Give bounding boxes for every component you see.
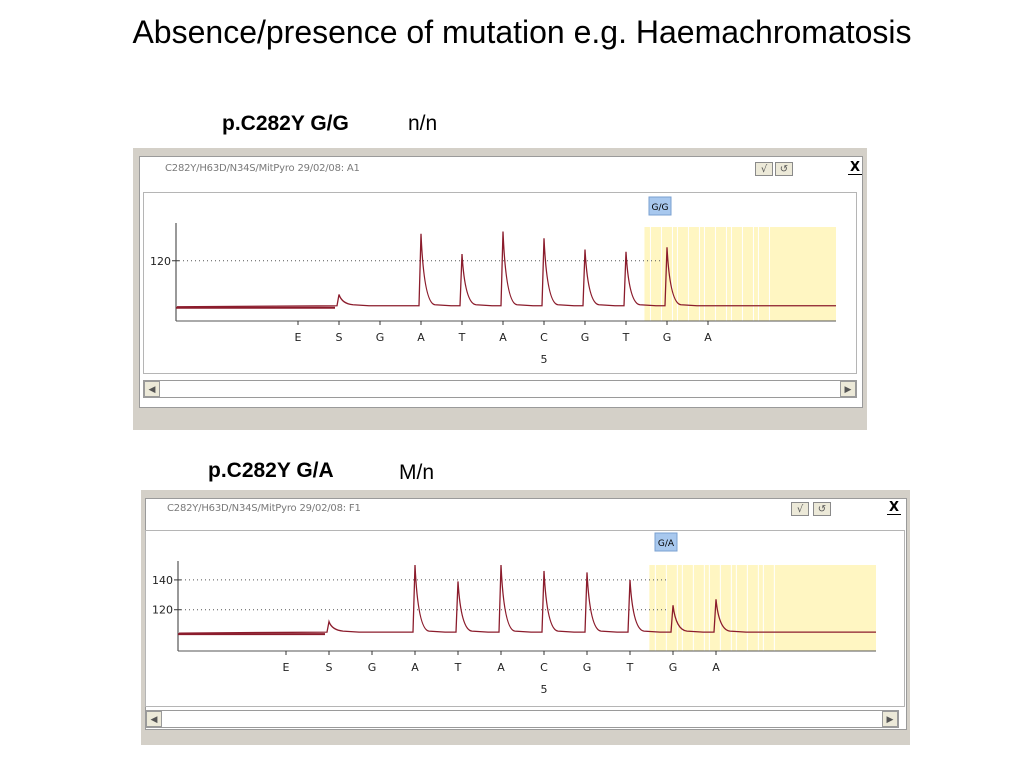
scroll-right-icon[interactable]: ▶	[882, 711, 898, 727]
x-tick-label: A	[411, 661, 419, 674]
highlight-region	[644, 227, 836, 321]
highlight-region	[649, 565, 876, 651]
scroll-right-icon[interactable]: ▶	[840, 381, 856, 397]
pyrogram-chart-1: 120 E S G A T A C G T G A 5 G/G	[150, 196, 836, 366]
undo-button-2[interactable]: ↺	[813, 502, 831, 516]
check-button-1[interactable]: √	[755, 162, 773, 176]
x-tick-label: A	[712, 661, 720, 674]
x-tick-label: G	[663, 331, 672, 344]
plot-area-2: 140 120 E S G A T A C G T G A 5 G/A	[145, 530, 905, 707]
y-tick-label: 120	[150, 255, 171, 268]
pyrogram-window-2: C282Y/H63D/N34S/MitPyro 29/02/08: F1 √ ↺…	[141, 490, 910, 745]
horizontal-scrollbar-2[interactable]: ◀ ▶	[145, 710, 899, 728]
signal-trace	[176, 231, 836, 308]
close-button-2[interactable]: X	[887, 500, 901, 515]
call-badge-label: G/G	[652, 203, 669, 213]
scroll-left-icon[interactable]: ◀	[146, 711, 162, 727]
plot-area-1: 120 E S G A T A C G T G A 5 G/G	[143, 192, 857, 374]
y-tick-label: 140	[152, 574, 173, 587]
position-label: 5	[541, 353, 548, 366]
call-badge	[654, 532, 678, 552]
x-tick-label: A	[497, 661, 505, 674]
pyrogram-window-1: C282Y/H63D/N34S/MitPyro 29/02/08: A1 √ ↺…	[133, 148, 867, 430]
call-badge	[648, 196, 672, 216]
signal-trace	[178, 564, 876, 634]
x-tick-label: E	[283, 661, 290, 674]
x-tick-label: S	[326, 661, 333, 674]
x-tick-label: G	[583, 661, 592, 674]
x-tick-label: E	[295, 331, 302, 344]
x-tick-label: G	[669, 661, 678, 674]
close-button-1[interactable]: X	[848, 160, 862, 175]
status-label-1: n/n	[408, 112, 438, 135]
undo-button-1[interactable]: ↺	[775, 162, 793, 176]
x-tick-label: T	[626, 661, 634, 674]
pyrogram-chart-2: 140 120 E S G A T A C G T G A 5 G/A	[152, 532, 876, 696]
x-tick-label: T	[622, 331, 630, 344]
position-label: 5	[541, 683, 548, 696]
x-tick-label: A	[704, 331, 712, 344]
x-tick-label: S	[336, 331, 343, 344]
status-label-2: M/n	[399, 461, 435, 484]
x-tick-label: A	[499, 331, 507, 344]
x-tick-label: G	[581, 331, 590, 344]
x-tick-label: T	[458, 331, 466, 344]
horizontal-scrollbar-1[interactable]: ◀ ▶	[143, 380, 857, 398]
x-tick-label: G	[376, 331, 385, 344]
window-caption-1: C282Y/H63D/N34S/MitPyro 29/02/08: A1	[165, 163, 360, 174]
call-badge-label: G/A	[658, 539, 675, 549]
x-tick-label: C	[540, 661, 548, 674]
slide-title: Absence/presence of mutation e.g. Haemac…	[132, 14, 912, 50]
window-caption-2: C282Y/H63D/N34S/MitPyro 29/02/08: F1	[167, 503, 361, 514]
x-tick-label: A	[417, 331, 425, 344]
y-tick-label: 120	[152, 604, 173, 617]
check-button-2[interactable]: √	[791, 502, 809, 516]
genotype-label-1: p.C282Y G/G	[222, 112, 349, 135]
scroll-left-icon[interactable]: ◀	[144, 381, 160, 397]
x-tick-label: G	[368, 661, 377, 674]
x-tick-label: T	[454, 661, 462, 674]
genotype-label-2: p.C282Y G/A	[208, 459, 334, 482]
x-tick-label: C	[540, 331, 548, 344]
